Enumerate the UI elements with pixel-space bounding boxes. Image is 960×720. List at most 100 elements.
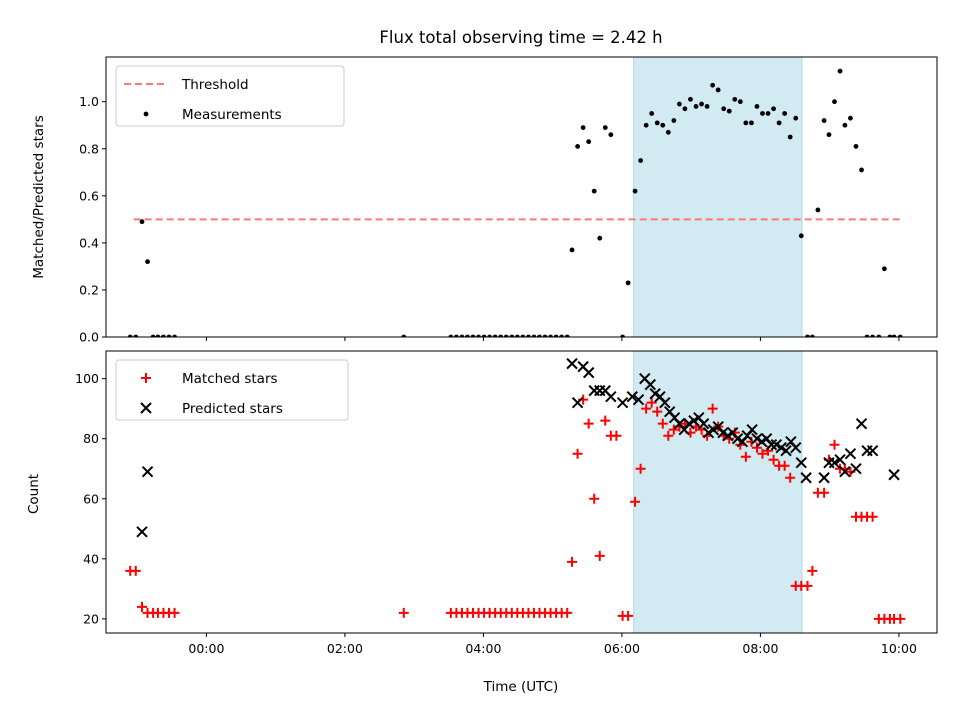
bottom-predicted-stars-point	[566, 357, 578, 370]
bottom-y-axis-label: Count	[26, 474, 42, 514]
top-measurements-point	[448, 334, 454, 337]
bottom-y-tick-label: 60	[83, 491, 99, 506]
bottom-matched-stars-point	[867, 511, 878, 522]
bottom-predicted-stars-point	[818, 472, 830, 484]
bottom-predicted-stars-point	[861, 444, 873, 457]
top-measurements-point	[721, 106, 727, 112]
top-measurements-point	[881, 266, 887, 272]
top-y-tick-label: 1.0	[79, 94, 99, 109]
top-measurements-point	[649, 111, 655, 116]
top-measurements-point	[798, 233, 804, 239]
bottom-predicted-stars-point	[839, 466, 851, 478]
top-measurements-point	[826, 132, 832, 138]
bottom-predicted-stars-point	[850, 463, 862, 475]
bottom-matched-stars-point	[600, 415, 611, 426]
top-measurements-point	[853, 144, 859, 149]
top-y-tick-label: 0.2	[79, 282, 99, 297]
bottom-matched-stars-point	[583, 418, 594, 429]
bottom-matched-stars-point	[567, 556, 578, 567]
top-measurements-point	[760, 111, 765, 116]
bottom-observing-window-span	[633, 351, 803, 633]
top-measurements-point	[166, 334, 172, 337]
top-measurements-point	[531, 334, 537, 337]
bottom-matched-stars-point	[829, 439, 840, 450]
top-measurements-point	[625, 280, 631, 286]
bottom-plot-area	[125, 351, 906, 633]
top-measurements-point	[765, 111, 771, 116]
top-measurements-point	[150, 334, 156, 337]
bottom-x-tick-label: 04:00	[465, 641, 501, 656]
top-measurements-point	[155, 334, 161, 337]
top-measurements-point	[870, 334, 875, 337]
top-measurements-point	[575, 144, 580, 149]
bottom-predicted-stars-point	[136, 526, 148, 538]
top-measurements-point	[509, 334, 515, 337]
top-measurements-point	[665, 129, 671, 135]
top-measurements-point	[821, 118, 827, 123]
bottom-predicted-stars-point	[626, 390, 639, 403]
top-measurements-point	[715, 87, 721, 93]
bottom-predicted-stars-point	[780, 444, 792, 457]
top-measurements-point	[782, 111, 788, 116]
bottom-matched-stars-point	[562, 607, 573, 618]
bottom-matched-stars-point	[768, 454, 779, 465]
top-measurements-point	[580, 125, 586, 130]
bottom-matched-stars-point	[137, 601, 148, 612]
top-measurements-point	[887, 334, 893, 337]
top-measurements-point	[559, 334, 565, 337]
bottom-predicted-stars-point	[844, 448, 857, 460]
bottom-matched-stars-point	[663, 430, 674, 441]
bottom-predicted-stars-point	[795, 457, 807, 469]
bottom-legend-predicted-stars-swatch	[140, 402, 152, 414]
bottom-predicted-stars-point	[141, 466, 154, 478]
top-measurements-point	[542, 334, 548, 337]
bottom-predicted-stars-point	[605, 390, 617, 403]
bottom-predicted-stars-point	[659, 396, 671, 409]
bottom-matched-stars-point	[169, 607, 180, 618]
top-legend-measurements-swatch	[143, 111, 149, 117]
top-measurements-point	[693, 104, 699, 109]
bottom-predicted-stars-point	[616, 396, 629, 409]
top-y-tick-label: 0.0	[79, 330, 99, 345]
top-measurements-point	[481, 334, 487, 337]
top-measurements-point	[726, 108, 732, 114]
top-measurements-point	[172, 334, 177, 337]
top-measurements-point	[591, 188, 597, 194]
top-measurements-point	[787, 134, 793, 140]
bottom-matched-stars-point	[740, 451, 751, 462]
top-measurements-point	[161, 334, 166, 337]
bottom-predicted-stars-point	[800, 472, 812, 484]
top-measurements-point	[454, 334, 459, 337]
top-measurements-point	[465, 334, 470, 337]
bottom-matched-stars-point	[652, 406, 663, 417]
top-measurements-point	[401, 334, 407, 337]
top-measurements-point	[514, 334, 520, 337]
bottom-matched-stars-point	[895, 613, 906, 624]
top-measurements-point	[749, 120, 754, 126]
top-measurements-point	[671, 118, 677, 123]
bottom-predicted-stars-point	[866, 444, 879, 457]
top-axes-frame	[105, 56, 938, 338]
bottom-y-tick-label: 80	[83, 431, 99, 446]
bottom-predicted-stars-point	[888, 469, 900, 481]
top-measurements-point	[842, 122, 848, 128]
bottom-matched-stars-point	[635, 463, 646, 474]
top-measurements-point	[897, 334, 903, 337]
top-measurements-point	[620, 334, 626, 337]
bottom-predicted-stars-point	[828, 457, 841, 469]
top-measurements-point	[498, 334, 504, 337]
top-legend-measurements-label: Measurements	[182, 107, 282, 123]
top-measurements-point	[638, 158, 644, 163]
top-y-tick-label: 0.4	[79, 235, 99, 250]
top-measurements-point	[743, 120, 749, 126]
bottom-matched-stars-point	[802, 580, 813, 591]
top-measurements-point	[537, 334, 542, 337]
top-measurements-point	[776, 120, 782, 126]
top-measurements-point	[699, 101, 704, 107]
top-measurements-point	[503, 334, 509, 337]
bottom-legend-matched-stars-label: Matched stars	[182, 371, 278, 387]
top-measurements-point	[526, 334, 531, 337]
top-measurements-point	[704, 104, 710, 109]
bottom-y-tick-label: 40	[83, 551, 99, 566]
